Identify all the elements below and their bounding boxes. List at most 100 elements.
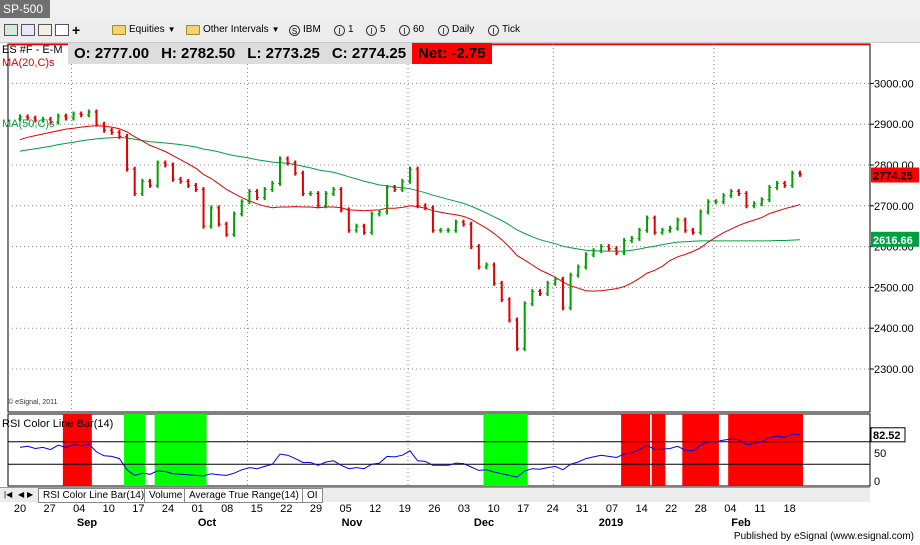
- date-tick-label: 10: [103, 503, 115, 515]
- interval-1-button[interactable]: I 1: [334, 21, 354, 39]
- tab-next-icon[interactable]: ▶: [27, 490, 34, 499]
- net-change-badge: Net: -2.75: [412, 43, 492, 64]
- interval-60-label: 60: [413, 24, 425, 35]
- interval-icon: I: [366, 24, 377, 36]
- tab-prev-icon[interactable]: ◀: [18, 490, 25, 499]
- interval-tick-label: Tick: [502, 24, 520, 35]
- date-tick-label: 18: [783, 503, 795, 515]
- ma50-label: MA(50,C)s: [2, 118, 55, 130]
- add-icon[interactable]: +: [72, 22, 81, 38]
- window-icon[interactable]: [21, 24, 35, 36]
- window-title: SP-500: [0, 0, 50, 18]
- date-tick-label: 22: [665, 503, 677, 515]
- other-intervals-menu[interactable]: Other Intervals ▼: [186, 21, 280, 39]
- interval-tick-button[interactable]: I Tick: [488, 21, 520, 39]
- month-label: Oct: [198, 517, 217, 528]
- date-tick-label: 27: [43, 503, 55, 515]
- chart-icon[interactable]: [4, 24, 18, 36]
- quote-bar: O: 2777.00 H: 2782.50 L: 2773.25 C: 2774…: [68, 43, 492, 64]
- date-tick-label: 31: [576, 503, 588, 515]
- overbought-zone: [728, 414, 803, 486]
- interval-5-label: 5: [380, 24, 386, 35]
- ibm-label: IBM: [303, 24, 321, 35]
- tab-oi[interactable]: OI: [302, 488, 323, 503]
- date-tick-label: 17: [132, 503, 144, 515]
- ma50-line: [19, 136, 801, 252]
- overbought-zone: [651, 414, 666, 486]
- toolbar-buttons: +: [4, 21, 80, 39]
- rsi-title: RSI Color Line Bar(14): [2, 418, 113, 430]
- interval-icon: I: [438, 24, 449, 36]
- ma50-value-label: 2616.66: [873, 235, 913, 247]
- overbought-zone: [621, 414, 651, 486]
- last-price-tag: [871, 167, 919, 183]
- date-tick-label: 26: [428, 503, 440, 515]
- rsi-series: [19, 433, 801, 478]
- tab-volume[interactable]: Volume: [144, 488, 188, 503]
- ma50-series: [19, 136, 801, 252]
- layout-icon[interactable]: [38, 24, 52, 36]
- month-label: Sep: [77, 517, 97, 528]
- month-label: Feb: [731, 517, 751, 528]
- oversold-zone: [483, 414, 528, 486]
- date-tick-label: 04: [724, 503, 736, 515]
- date-tick-label: 19: [399, 503, 411, 515]
- esignal-watermark: © eSignal, 2011: [8, 398, 58, 406]
- date-tick-label: 10: [487, 503, 499, 515]
- rsi-zones: [8, 414, 870, 486]
- date-tick-label: 14: [635, 503, 647, 515]
- date-tick-label: 05: [339, 503, 351, 515]
- interval-daily-label: Daily: [452, 24, 475, 35]
- ma20-line: [19, 125, 801, 292]
- tab-rsi[interactable]: RSI Color Line Bar(14): [38, 488, 150, 503]
- date-tick-label: 08: [221, 503, 233, 515]
- date-tick-label: 28: [695, 503, 707, 515]
- price-tick-label: 2700.00: [874, 201, 914, 213]
- overbought-zone: [62, 414, 92, 486]
- edit-icon[interactable]: [55, 24, 69, 36]
- rsi-value-label: 82.52: [873, 430, 901, 442]
- tab-first-icon[interactable]: |◀: [4, 490, 13, 499]
- rsi-line: [19, 433, 801, 478]
- interval-icon: I: [334, 24, 345, 36]
- study-tabs: |◀ ◀ ▶ RSI Color Line Bar(14) Volume Ave…: [0, 487, 870, 503]
- ma20-series: [19, 125, 801, 292]
- interval-icon: I: [399, 24, 410, 36]
- symbol-ibm-button[interactable]: S IBM: [289, 21, 321, 39]
- published-by: Published by eSignal (www.esignal.com): [733, 531, 914, 542]
- interval-icon: I: [488, 24, 499, 36]
- window-titlebar: SP-500: [0, 0, 920, 18]
- last-price-label: 2774.25: [873, 171, 913, 183]
- date-tick-label: 20: [14, 503, 26, 515]
- price-tick-label: 3000.00: [874, 78, 914, 90]
- oversold-zone: [124, 414, 146, 486]
- rsi-value-tag: [870, 427, 906, 443]
- symbol-icon: S: [289, 24, 300, 36]
- rsi-tick-label: 50: [874, 448, 886, 460]
- close-value: C: 2774.25: [331, 45, 407, 62]
- month-label: 2019: [599, 517, 623, 528]
- ma20-label: MA(20,C)s: [2, 57, 55, 69]
- dropdown-arrow-icon: ▼: [167, 25, 176, 34]
- rsi-tick-label: 0: [874, 476, 880, 488]
- price-tick-label: 2300.00: [874, 364, 914, 376]
- date-tick-label: 24: [162, 503, 174, 515]
- footer: Published by eSignal (www.esignal.com): [0, 529, 920, 545]
- equities-menu[interactable]: Equities ▼: [112, 21, 176, 39]
- rsi-panel-frame: [7, 413, 871, 487]
- interval-daily-button[interactable]: I Daily: [438, 21, 474, 39]
- price-bars: [18, 109, 802, 352]
- price-chart[interactable]: 3000.002900.002800.002700.002600.002500.…: [0, 43, 920, 528]
- date-tick-label: 01: [191, 503, 203, 515]
- date-tick-label: 17: [517, 503, 529, 515]
- date-tick-label: 03: [458, 503, 470, 515]
- date-tick-label: 22: [280, 503, 292, 515]
- interval-60-button[interactable]: I 60: [399, 21, 424, 39]
- open-value: O: 2777.00: [74, 45, 150, 62]
- low-value: L: 2773.25: [247, 45, 320, 62]
- tab-atr[interactable]: Average True Range(14): [184, 488, 304, 503]
- interval-5-button[interactable]: I 5: [366, 21, 386, 39]
- price-tick-label: 2900.00: [874, 119, 914, 131]
- other-intervals-label: Other Intervals: [203, 24, 269, 35]
- symbol-label: ES #F - E-M: [2, 44, 63, 56]
